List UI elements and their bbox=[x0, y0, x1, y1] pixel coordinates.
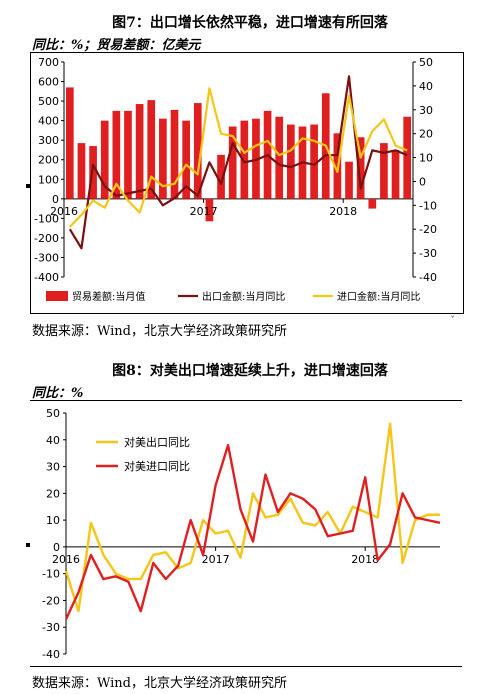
trade-balance-bar bbox=[217, 154, 225, 199]
x-tick-label: 2016 bbox=[52, 553, 80, 566]
x-tick-label: 2017 bbox=[190, 205, 218, 218]
trade-balance-bar bbox=[205, 198, 214, 222]
trade-balance-bar bbox=[240, 120, 249, 199]
y-tick-label: -40 bbox=[42, 648, 60, 661]
y-tick-label-right: -10 bbox=[419, 199, 437, 212]
trade-balance-bar bbox=[77, 143, 86, 199]
y-tick-label-right: 20 bbox=[419, 128, 433, 141]
y-tick-label-right: 50 bbox=[419, 56, 433, 69]
legend-label-us-export: 对美出口同比 bbox=[124, 435, 190, 449]
y-tick-label-right: -40 bbox=[419, 271, 437, 284]
trade-balance-bar bbox=[391, 149, 400, 199]
trade-balance-bar bbox=[345, 161, 353, 199]
y-tick-label-right: 10 bbox=[419, 152, 433, 165]
trade-balance-bar bbox=[182, 120, 190, 199]
x-tick-label: 2018 bbox=[329, 205, 357, 218]
bullet-marker bbox=[26, 184, 30, 188]
y-tick-label: 10 bbox=[46, 514, 60, 527]
y-tick-label-right: 40 bbox=[419, 80, 433, 93]
us-export-yoy-line bbox=[64, 422, 440, 613]
figure7-title: 图7：出口增长依然平稳，进口增速有所回落 bbox=[112, 15, 388, 31]
trade-balance-bar bbox=[170, 109, 179, 199]
x-tick-label: 2016 bbox=[50, 205, 78, 218]
figure7-units: 同比：%；贸易差额：亿美元 bbox=[32, 38, 201, 53]
y-tick-label-left: -300 bbox=[34, 251, 59, 264]
trade-balance-bar bbox=[159, 118, 167, 199]
figure8-units: 同比：% bbox=[32, 386, 84, 401]
y-tick-label: 0 bbox=[53, 541, 60, 554]
trade-balance-bar bbox=[380, 143, 388, 199]
legend-swatch-trade-balance bbox=[46, 291, 68, 301]
trade-balance-bar bbox=[403, 116, 412, 199]
trade-balance-bar bbox=[287, 124, 295, 199]
trade-balance-bar bbox=[147, 100, 156, 199]
trade-balance-bar bbox=[65, 87, 74, 199]
trade-balance-bar bbox=[368, 198, 377, 209]
y-tick-label: 30 bbox=[46, 461, 60, 474]
trade-balance-bar bbox=[275, 116, 284, 199]
y-tick-label-left: -400 bbox=[34, 271, 59, 284]
y-tick-label-left: 600 bbox=[38, 76, 59, 89]
y-tick-label-right: 30 bbox=[419, 104, 433, 117]
trade-balance-bar bbox=[135, 104, 144, 199]
y-tick-label: -20 bbox=[42, 594, 60, 607]
trade-balance-bar bbox=[252, 118, 260, 199]
figure8-bottom-rule bbox=[30, 666, 462, 667]
y-tick-label-left: -200 bbox=[34, 232, 59, 245]
trade-balance-bar bbox=[356, 137, 365, 199]
trade-balance-bar bbox=[193, 103, 202, 199]
figure8-source: 数据来源：Wind，北京大学经济政策研究所 bbox=[32, 676, 287, 691]
y-tick-label: -10 bbox=[42, 568, 60, 581]
trade-balance-bar bbox=[310, 124, 318, 199]
y-tick-label: -30 bbox=[42, 621, 60, 634]
import-yoy-line bbox=[69, 87, 408, 228]
y-tick-label-left: 100 bbox=[38, 173, 59, 186]
figure7-source: 数据来源：Wind，北京大学经济政策研究所 bbox=[32, 324, 287, 339]
y-tick-label-left: 300 bbox=[38, 134, 59, 147]
figure7-chart: -400-300-200-1000100200300400500600700-4… bbox=[34, 56, 437, 303]
trade-balance-bar bbox=[112, 110, 121, 199]
legend-label-trade-balance: 贸易差额:当月值 bbox=[72, 290, 145, 303]
y-tick-label-right: 0 bbox=[419, 175, 426, 188]
bullet-marker bbox=[26, 543, 30, 547]
figure8-title: 图8：对美出口增速延续上升，进口增速回落 bbox=[112, 363, 388, 379]
trade-balance-bar bbox=[100, 120, 109, 199]
y-tick-label: 40 bbox=[46, 434, 60, 447]
us-import-yoy-line bbox=[64, 443, 441, 620]
trade-balance-bar bbox=[124, 110, 132, 199]
y-tick-label-right: -20 bbox=[419, 223, 437, 236]
legend-label-import: 进口金额:当月同比 bbox=[337, 290, 420, 303]
y-tick-label-left: 400 bbox=[38, 115, 59, 128]
x-tick-label: 2017 bbox=[202, 553, 230, 566]
trade-balance-bar bbox=[228, 126, 237, 199]
y-tick-label: 50 bbox=[46, 407, 60, 420]
y-tick-label-left: 0 bbox=[52, 193, 59, 206]
y-tick-label-left: 700 bbox=[38, 56, 59, 69]
paragraph-mark: ˇ bbox=[450, 314, 456, 327]
y-tick-label-right: -30 bbox=[419, 247, 437, 260]
y-tick-label-left: -100 bbox=[34, 212, 59, 225]
figure7-frame bbox=[30, 52, 464, 314]
figure8-top-rule bbox=[30, 400, 462, 401]
y-tick-label: 20 bbox=[46, 487, 60, 500]
y-tick-label-left: 500 bbox=[38, 95, 59, 108]
x-tick-label: 2018 bbox=[351, 553, 379, 566]
legend-label-us-import: 对美进口同比 bbox=[124, 459, 190, 473]
export-yoy-line bbox=[68, 75, 408, 250]
y-tick-label-left: 200 bbox=[38, 154, 59, 167]
legend-label-export: 出口金额:当月同比 bbox=[202, 290, 285, 303]
